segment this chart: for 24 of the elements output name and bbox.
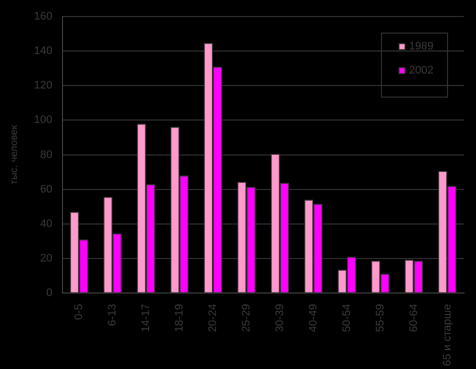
y-tick-label: 140: [34, 45, 52, 58]
x-tick-label: 25-29: [240, 304, 252, 332]
x-tick-label: 65 и старше: [441, 304, 454, 366]
y-tick-label: 0: [46, 286, 52, 299]
x-tick-label: 55-59: [374, 304, 386, 332]
x-tick-label: 30-39: [274, 304, 286, 332]
y-tick-label: 20: [40, 252, 52, 264]
legend-label: 1989: [409, 40, 434, 53]
x-tick-label: 50-54: [340, 304, 353, 332]
y-tick-label: 120: [34, 80, 52, 92]
y-tick-label: 80: [40, 148, 52, 161]
y-tick-label: 160: [34, 10, 52, 23]
x-tick-label: 0-5: [73, 304, 86, 320]
legend-label: 2002: [409, 64, 434, 77]
y-tick-label: 60: [40, 183, 52, 196]
x-tick-label: 14-17: [140, 304, 152, 332]
x-tick-label: 60-64: [408, 304, 420, 332]
x-tick-label: 6-13: [106, 304, 119, 326]
y-tick-label: 100: [34, 114, 52, 126]
y-axis-title: тыс. человек: [8, 124, 20, 184]
x-tick-label: 20-24: [207, 304, 219, 332]
x-tick-label: 18-19: [174, 304, 186, 332]
y-tick-label: 40: [40, 218, 52, 230]
x-tick-label: 40-49: [307, 304, 320, 332]
